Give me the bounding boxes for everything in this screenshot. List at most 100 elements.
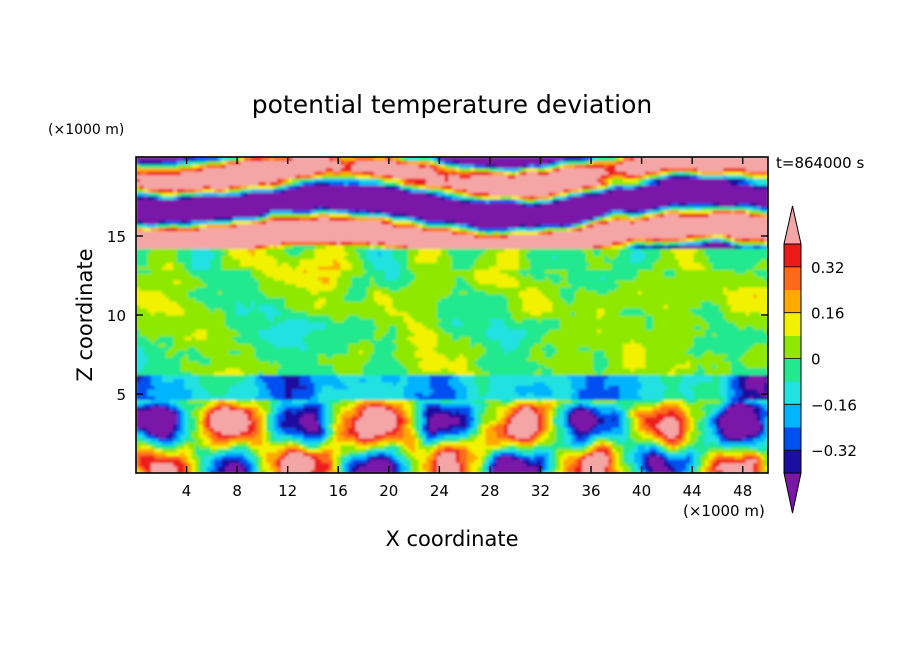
heatmap-cell (689, 385, 721, 390)
heatmap-cell (214, 409, 245, 414)
heatmap-cell (541, 458, 546, 464)
heatmap-cell (745, 458, 758, 464)
heatmap-cell (675, 367, 698, 372)
heatmap-cell (686, 413, 691, 418)
heatmap-cell (340, 171, 353, 176)
heatmap-cell (251, 416, 260, 421)
heatmap-cell (541, 413, 546, 418)
heatmap-cell (544, 406, 553, 411)
heatmap-cell (459, 164, 475, 169)
heatmap-cell (448, 171, 453, 176)
heatmap-cell (407, 465, 412, 471)
heatmap-cell (537, 420, 542, 425)
heatmap-cell (191, 262, 211, 267)
heatmap-cell (682, 374, 713, 379)
heatmap-cell (611, 265, 654, 270)
heatmap-cell (600, 248, 620, 253)
heatmap-cell (656, 441, 661, 446)
heatmap-cell (199, 420, 204, 425)
heatmap-cell (254, 458, 260, 464)
heatmap-cell (202, 416, 208, 421)
heatmap-cell (481, 430, 487, 435)
heatmap-cell (518, 262, 531, 267)
heatmap-cell (180, 434, 189, 439)
heatmap-cell (485, 164, 498, 169)
heatmap-cell (399, 185, 405, 190)
heatmap-cell (180, 416, 185, 421)
heatmap-cell (678, 381, 698, 386)
heatmap-cell (366, 241, 371, 246)
heatmap-cell (518, 255, 527, 260)
heatmap-cell (704, 451, 710, 457)
heatmap-cell (351, 276, 371, 281)
heatmap-cell (217, 188, 223, 193)
heatmap-cell (452, 188, 457, 193)
heatmap-cell (210, 448, 219, 453)
heatmap-cell (596, 448, 609, 453)
heatmap-cell (686, 427, 691, 432)
heatmap-cell (641, 462, 646, 467)
heatmap-cell (269, 434, 275, 439)
heatmap-cell (403, 409, 408, 414)
heatmap-cell (604, 258, 632, 263)
heatmap-cell (154, 448, 163, 453)
heatmap-cell (411, 220, 416, 225)
heatmap-cell (136, 206, 316, 211)
heatmap-cell (184, 462, 189, 467)
heatmap-cell (678, 244, 736, 249)
heatmap-cell (578, 346, 591, 351)
heatmap-cell (630, 339, 635, 344)
heatmap-cell (284, 248, 304, 253)
heatmap-cell (165, 343, 174, 348)
heatmap-cell (466, 413, 472, 418)
heatmap-cell (478, 234, 501, 239)
heatmap-cell (474, 167, 490, 172)
heatmap-cell (362, 350, 375, 355)
heatmap-cell (466, 364, 479, 369)
heatmap-cell (165, 451, 182, 457)
heatmap-cell (641, 420, 646, 425)
heatmap-cell (567, 406, 572, 411)
heatmap-cell (552, 279, 561, 284)
heatmap-cell (504, 409, 513, 414)
heatmap-cell (541, 434, 550, 439)
heatmap-cell (533, 448, 553, 453)
heatmap-cell (567, 469, 576, 473)
heatmap-cell (195, 420, 200, 425)
heatmap-cell (191, 255, 215, 260)
heatmap-cell (537, 434, 542, 439)
heatmap-cell (437, 258, 453, 263)
heatmap-cell (448, 413, 468, 418)
heatmap-cell (199, 381, 237, 386)
heatmap-cell (533, 381, 546, 386)
heatmap-cell (645, 311, 695, 316)
heatmap-cell (552, 469, 557, 473)
heatmap-cell (411, 416, 416, 421)
heatmap-cell (504, 346, 516, 351)
heatmap-cell (518, 199, 524, 204)
heatmap-cell (745, 402, 754, 407)
heatmap-cell (147, 469, 152, 473)
heatmap-cell (496, 262, 520, 267)
heatmap-cell (593, 409, 602, 414)
heatmap-cell (753, 293, 758, 299)
heatmap-cell (585, 220, 591, 225)
heatmap-cell (660, 402, 680, 407)
heatmap-cell (697, 465, 702, 471)
heatmap-cell (240, 300, 252, 306)
heatmap-cell (251, 406, 260, 411)
heatmap-cell (381, 178, 386, 183)
heatmap-cell (258, 448, 278, 453)
heatmap-cell (422, 322, 438, 327)
heatmap-cell (563, 462, 572, 467)
heatmap-cell (452, 290, 461, 295)
heatmap-cell (645, 241, 654, 246)
heatmap-cell (619, 437, 628, 442)
heatmap-cell (478, 227, 509, 232)
heatmap-cell (596, 371, 602, 376)
heatmap-cell (385, 178, 401, 183)
heatmap-cell (254, 395, 275, 400)
heatmap-cell (745, 434, 758, 439)
heatmap-cell (463, 469, 468, 473)
heatmap-cell (667, 244, 680, 249)
